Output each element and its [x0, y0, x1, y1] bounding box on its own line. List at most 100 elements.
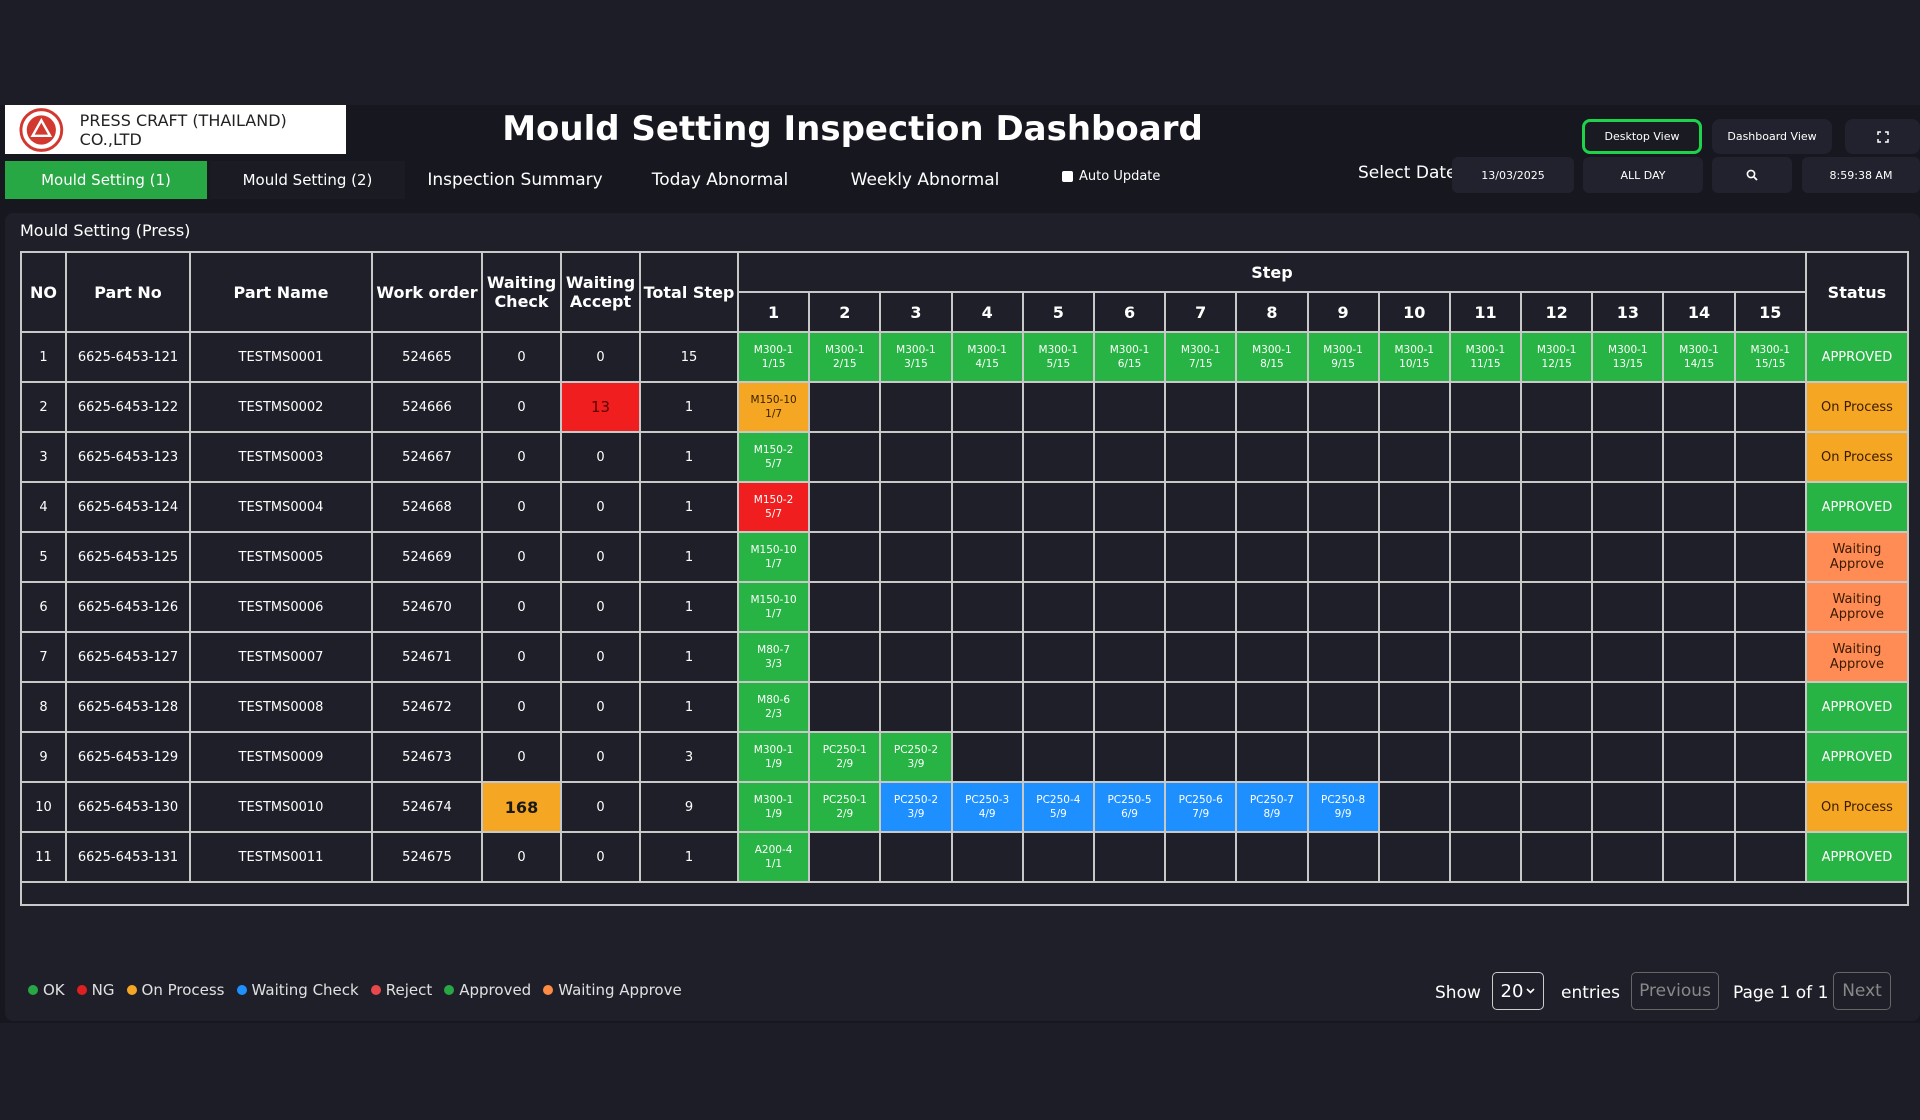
step-cell[interactable]: M300-1 14/15 — [1662, 331, 1736, 383]
step-cell[interactable] — [1733, 631, 1807, 683]
fullscreen-button[interactable] — [1845, 119, 1920, 154]
step-cell[interactable] — [1021, 431, 1095, 483]
next-page-button[interactable]: Next — [1833, 972, 1891, 1010]
step-cell[interactable] — [1448, 681, 1523, 733]
step-cell[interactable] — [1448, 431, 1523, 483]
step-cell[interactable] — [1448, 781, 1523, 833]
table-row[interactable]: 9 6625-6453-129 TESTMS0009 524673 0 0 3 M300-1 1… — [20, 731, 1909, 783]
step-cell[interactable]: M300-1 10/15 — [1377, 331, 1451, 383]
step-cell[interactable] — [808, 831, 882, 883]
auto-update-toggle[interactable]: Auto Update — [1062, 169, 1160, 184]
step-cell[interactable] — [1520, 731, 1594, 783]
table-row[interactable]: 2 6625-6453-122 TESTMS0002 524666 0 13 1 M150-1… — [20, 381, 1909, 433]
step-cell[interactable] — [1448, 531, 1523, 583]
step-cell[interactable]: M300-1 15/15 — [1733, 331, 1807, 383]
step-cell[interactable]: M300-1 8/15 — [1235, 331, 1309, 383]
step-cell[interactable]: M300-1 12/15 — [1520, 331, 1594, 383]
step-cell[interactable]: M300-1 13/15 — [1591, 331, 1665, 383]
step-cell[interactable] — [1164, 581, 1238, 633]
step-cell[interactable] — [1164, 731, 1238, 783]
step-cell[interactable] — [1306, 831, 1380, 883]
step-cell[interactable] — [1306, 531, 1380, 583]
step-cell[interactable] — [1448, 381, 1523, 433]
tab-today-abnormal[interactable]: Today Abnormal — [651, 170, 789, 190]
step-cell[interactable] — [1235, 531, 1309, 583]
step-cell[interactable] — [1377, 531, 1451, 583]
step-cell[interactable]: M300-1 4/15 — [950, 331, 1024, 383]
table-row[interactable]: 11 6625-6453-131 TESTMS0011 524675 0 0 1 A200-4… — [20, 831, 1909, 883]
step-cell[interactable] — [1092, 731, 1167, 783]
step-cell[interactable] — [1092, 681, 1167, 733]
step-cell[interactable]: M80-7 3/3 — [736, 631, 811, 683]
step-cell[interactable]: M300-1 1/9 — [736, 731, 811, 783]
step-cell[interactable] — [1591, 831, 1665, 883]
step-cell[interactable] — [879, 481, 953, 533]
step-cell[interactable] — [1164, 631, 1238, 683]
step-cell[interactable] — [1021, 681, 1095, 733]
step-cell[interactable] — [950, 381, 1024, 433]
step-cell[interactable] — [1021, 481, 1095, 533]
step-cell[interactable] — [1662, 531, 1736, 583]
step-cell[interactable] — [879, 381, 953, 433]
step-cell[interactable]: M150-2 5/7 — [736, 431, 811, 483]
step-cell[interactable] — [950, 681, 1024, 733]
step-cell[interactable] — [1377, 831, 1451, 883]
step-cell[interactable]: PC250-2 3/9 — [879, 781, 953, 833]
step-cell[interactable] — [1164, 681, 1238, 733]
step-cell[interactable] — [1662, 481, 1736, 533]
step-cell[interactable] — [1021, 631, 1095, 683]
step-cell[interactable] — [1306, 581, 1380, 633]
step-cell[interactable] — [1733, 781, 1807, 833]
step-cell[interactable] — [1448, 731, 1523, 783]
step-cell[interactable] — [1306, 481, 1380, 533]
step-cell[interactable] — [1235, 431, 1309, 483]
step-cell[interactable] — [1591, 381, 1665, 433]
table-row[interactable]: 6 6625-6453-126 TESTMS0006 524670 0 0 1 M150-10… — [20, 581, 1909, 633]
step-cell[interactable] — [1092, 631, 1167, 683]
step-cell[interactable]: PC250-5 6/9 — [1092, 781, 1167, 833]
step-cell[interactable] — [950, 831, 1024, 883]
date-picker[interactable]: 13/03/2025 — [1452, 157, 1574, 193]
step-cell[interactable] — [1092, 481, 1167, 533]
step-cell[interactable] — [1733, 731, 1807, 783]
step-cell[interactable]: M300-1 6/15 — [1092, 331, 1167, 383]
step-cell[interactable] — [1520, 531, 1594, 583]
step-cell[interactable] — [808, 431, 882, 483]
step-cell[interactable] — [879, 431, 953, 483]
step-cell[interactable] — [1306, 631, 1380, 683]
step-cell[interactable] — [1021, 531, 1095, 583]
step-cell[interactable] — [1377, 481, 1451, 533]
step-cell[interactable] — [1377, 681, 1451, 733]
step-cell[interactable]: M150-2 5/7 — [736, 481, 811, 533]
step-cell[interactable] — [1021, 831, 1095, 883]
step-cell[interactable] — [1092, 431, 1167, 483]
step-cell[interactable] — [1733, 481, 1807, 533]
step-cell[interactable] — [1448, 581, 1523, 633]
step-cell[interactable] — [1591, 531, 1665, 583]
step-cell[interactable] — [1377, 581, 1451, 633]
step-cell[interactable]: M300-1 5/15 — [1021, 331, 1095, 383]
step-cell[interactable] — [879, 531, 953, 583]
step-cell[interactable] — [1092, 531, 1167, 583]
step-cell[interactable]: M300-1 9/15 — [1306, 331, 1380, 383]
time-range-select[interactable]: ALL DAY — [1583, 157, 1703, 193]
step-cell[interactable] — [950, 481, 1024, 533]
step-cell[interactable] — [1448, 831, 1523, 883]
auto-update-checkbox[interactable] — [1062, 171, 1073, 182]
tab-inspection-summary[interactable]: Inspection Summary — [427, 170, 603, 190]
search-button[interactable] — [1712, 157, 1792, 193]
dashboard-view-button[interactable]: Dashboard View — [1712, 119, 1832, 154]
step-cell[interactable]: A200-4 1/1 — [736, 831, 811, 883]
step-cell[interactable] — [1591, 681, 1665, 733]
step-cell[interactable] — [1662, 781, 1736, 833]
step-cell[interactable]: M150-10 1/7 — [736, 581, 811, 633]
step-cell[interactable] — [1520, 781, 1594, 833]
step-cell[interactable]: M300-1 2/15 — [808, 331, 882, 383]
step-cell[interactable] — [1164, 381, 1238, 433]
step-cell[interactable] — [1235, 381, 1309, 433]
table-row[interactable]: 1 6625-6453-121 TESTMS0001 524665 0 0 15 M300-1… — [20, 331, 1909, 383]
step-cell[interactable]: M300-1 3/15 — [879, 331, 953, 383]
step-cell[interactable]: PC250-3 4/9 — [950, 781, 1024, 833]
step-cell[interactable] — [808, 581, 882, 633]
table-row[interactable]: 5 6625-6453-125 TESTMS0005 524669 0 0 1 M150-10… — [20, 531, 1909, 583]
